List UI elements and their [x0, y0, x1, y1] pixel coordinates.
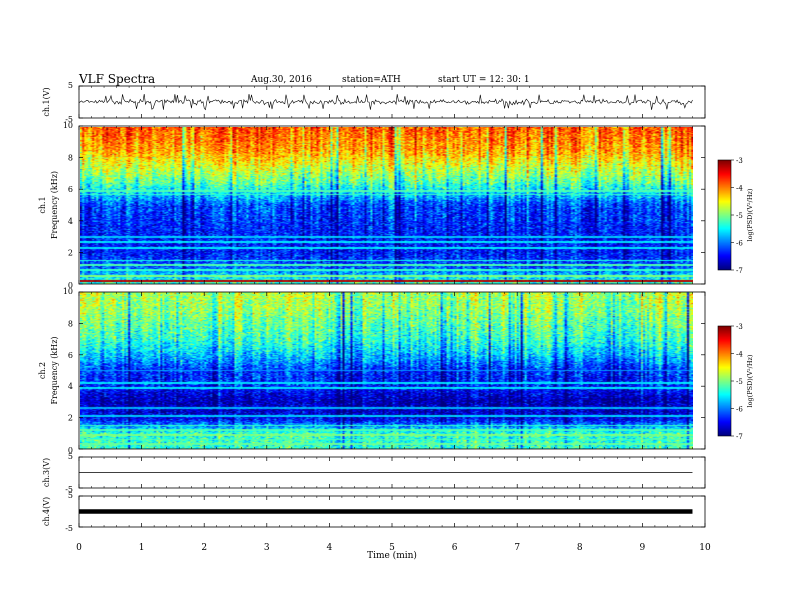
ch1-spectrogram-image [80, 127, 693, 284]
y-tick-label: 5 [68, 81, 73, 90]
y-tick-label: 10 [63, 121, 73, 130]
ch1-waveform-trace [78, 93, 693, 111]
x-tick-label: 9 [640, 543, 646, 553]
colorbar-tick-label: -4 [736, 351, 743, 359]
y-tick-label: 4 [68, 217, 73, 226]
y-axis-label: ch.1 [38, 196, 47, 213]
x-tick-label: 1 [139, 543, 145, 553]
colorbar-tick-label: -3 [736, 323, 743, 331]
colorbar-tick-label: -7 [736, 433, 743, 441]
colorbar-label: log(PSD)(V²/Hz) [746, 354, 754, 407]
chart-title: VLF Spectra [79, 72, 156, 86]
colorbar-label: log(PSD)(V²/Hz) [746, 188, 754, 241]
y-tick-label: 0 [68, 446, 73, 455]
y-tick-label: 5 [68, 452, 73, 461]
y-axis-label: ch.3(V) [42, 458, 51, 487]
x-tick-label: 5 [389, 543, 395, 553]
y-axis-label: Frequency (kHz) [50, 336, 59, 404]
colorbar-tick-label: -5 [736, 378, 743, 386]
y-tick-label: 0 [68, 281, 73, 290]
y-tick-label: 8 [68, 319, 73, 328]
colorbar-tick-label: -4 [736, 185, 743, 193]
x-tick-label: 3 [264, 543, 270, 553]
y-tick-label: 6 [68, 351, 73, 360]
x-tick-label: 2 [201, 543, 207, 553]
x-tick-label: 8 [577, 543, 583, 553]
y-axis-label: ch.2 [38, 362, 47, 379]
colorbar-tick-label: -5 [736, 212, 743, 220]
ch1-colorbar-image [718, 160, 731, 270]
x-tick-label: 0 [76, 543, 82, 553]
y-tick-label: 10 [63, 287, 73, 296]
x-tick-label: 4 [327, 543, 333, 553]
y-tick-label: 2 [68, 248, 73, 257]
recording-date: Aug.30, 2016 [251, 75, 312, 85]
y-axis-label: ch.1(V) [42, 87, 51, 116]
y-tick-label: 8 [68, 154, 73, 163]
y-tick-label: 5 [68, 491, 73, 500]
colorbar-tick-label: -6 [736, 406, 743, 414]
x-axis-label: Time (min) [367, 550, 417, 561]
y-tick-label: 2 [68, 414, 73, 423]
x-tick-label: 10 [699, 543, 711, 553]
station-label: station=ATH [342, 75, 401, 85]
y-tick-label: -5 [65, 524, 73, 533]
ch2-spectrogram-image [80, 292, 693, 449]
x-tick-label: 7 [514, 543, 520, 553]
x-tick-label: 6 [452, 543, 458, 553]
colorbar-tick-label: -7 [736, 267, 743, 275]
ch2-colorbar-image [718, 326, 731, 436]
start-time-label: start UT = 12: 30: 1 [438, 75, 530, 85]
colorbar-tick-label: -6 [736, 240, 743, 248]
colorbar-tick-label: -3 [736, 157, 743, 165]
y-tick-label: -5 [65, 485, 73, 494]
y-tick-label: -5 [65, 115, 73, 124]
y-axis-label: ch.4(V) [42, 497, 51, 526]
y-tick-label: 4 [68, 382, 73, 391]
y-axis-label: Frequency (kHz) [50, 171, 59, 239]
y-tick-label: 6 [68, 185, 73, 194]
